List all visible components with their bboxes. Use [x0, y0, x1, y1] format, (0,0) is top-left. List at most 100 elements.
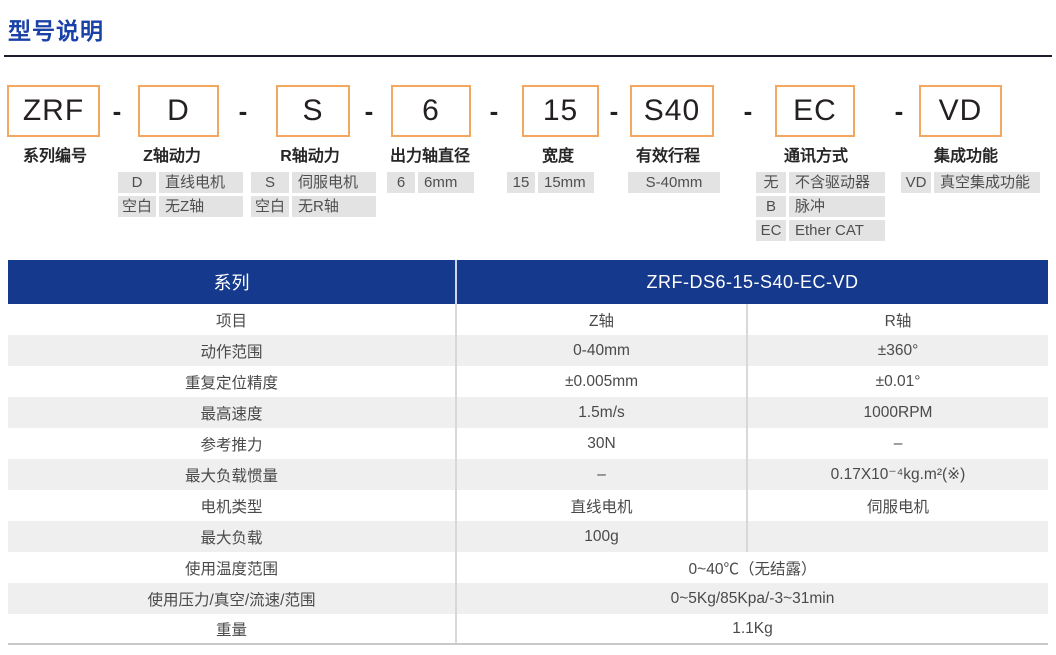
column-header-item: 项目 [8, 304, 457, 335]
table-row: 使用温度范围 0~40℃（无结露） [8, 552, 1048, 583]
code-box-width: 15 [522, 85, 599, 137]
spec-r-value [748, 521, 1048, 552]
legend-value: 真空集成功能 [934, 172, 1040, 193]
code-box-stroke: S40 [630, 85, 714, 137]
legend-row: VD 真空集成功能 [901, 172, 1040, 193]
legend-row: 6 6mm [387, 172, 474, 193]
spec-item-label: 重复定位精度 [8, 366, 457, 397]
legend-value: 15mm [538, 172, 594, 193]
model-code-diagram: ZRF - D - S - 6 - 15 - S40 - EC - VD 系列编… [0, 75, 1056, 255]
table-row: 重量 1.1Kg [8, 614, 1048, 645]
legend-row: S 伺服电机 [251, 172, 376, 193]
legend-row: S-40mm [628, 172, 720, 193]
legend-value: Ether CAT [789, 220, 885, 241]
legend-comm: 无 不含驱动器 B 脉冲 EC Ether CAT [756, 172, 885, 241]
legend-key: 空白 [118, 196, 156, 217]
page-title: 型号说明 [8, 18, 104, 44]
table-row: 最高速度 1.5m/s 1000RPM [8, 397, 1048, 428]
segment-label-stroke: 有效行程 [635, 148, 700, 165]
legend-key: 无 [756, 172, 786, 193]
spec-item-label: 使用压力/真空/流速/范围 [8, 583, 457, 614]
legend-value: 直线电机 [159, 172, 243, 193]
code-separator: - [364, 95, 374, 126]
legend-key: B [756, 196, 786, 217]
segment-label-comm: 通讯方式 [783, 148, 848, 165]
segment-label-diameter: 出力轴直径 [389, 148, 470, 165]
segment-label-z-power: Z轴动力 [143, 148, 201, 165]
spec-table: 系列 ZRF-DS6-15-S40-EC-VD 项目 Z轴 R轴 动作范围 0-… [8, 260, 1048, 645]
legend-value: 伺服电机 [292, 172, 376, 193]
spec-r-value: ±360° [877, 341, 919, 359]
spec-z-value: 100g [457, 521, 748, 552]
legend-key: D [118, 172, 156, 193]
table-row: 电机类型 直线电机 伺服电机 [8, 490, 1048, 521]
segment-label-integration: 集成功能 [933, 148, 998, 165]
spec-z-value: ±0.005mm [457, 366, 748, 397]
spec-z-value: 0-40mm [457, 335, 748, 366]
legend-row: EC Ether CAT [756, 220, 885, 241]
table-row: 使用压力/真空/流速/范围 0~5Kg/85Kpa/-3~31min [8, 583, 1048, 614]
spec-item-label: 使用温度范围 [8, 552, 457, 583]
legend-key: S [251, 172, 289, 193]
table-columns-row: 项目 Z轴 R轴 [8, 304, 1048, 335]
model-number-header-cell: ZRF-DS6-15-S40-EC-VD [646, 271, 859, 292]
table-row: 最大负载 100g [8, 521, 1048, 552]
spec-span-value: 0~40℃（无结露） [688, 560, 817, 578]
legend-key: EC [756, 220, 786, 241]
legend-value: 无Z轴 [159, 196, 243, 217]
spec-item-label: 最高速度 [8, 397, 457, 428]
legend-row: B 脉冲 [756, 196, 885, 217]
legend-key: 空白 [251, 196, 289, 217]
legend-key: 6 [387, 172, 415, 193]
code-box-r-power: S [276, 85, 350, 137]
segment-label-width: 宽度 [541, 148, 574, 165]
code-box-z-power: D [138, 85, 219, 137]
code-separator: - [238, 95, 248, 126]
legend-integration: VD 真空集成功能 [901, 172, 1040, 193]
legend-row: 空白 无R轴 [251, 196, 376, 217]
table-row: 动作范围 0-40mm ±360° [8, 335, 1048, 366]
spec-z-value: 直线电机 [457, 490, 748, 521]
code-box-comm: EC [775, 85, 855, 137]
spec-span-value: 1.1Kg [732, 619, 773, 637]
code-separator: - [609, 95, 619, 126]
segment-label-r-power: R轴动力 [280, 148, 340, 165]
legend-value: 脉冲 [789, 196, 885, 217]
column-header-z: Z轴 [457, 304, 748, 335]
legend-row: 无 不含驱动器 [756, 172, 885, 193]
title-divider [4, 55, 1052, 57]
legend-value: 6mm [418, 172, 474, 193]
spec-item-label: 电机类型 [8, 490, 457, 521]
legend-z-power: D 直线电机 空白 无Z轴 [118, 172, 243, 217]
spec-r-value: 1000RPM [863, 403, 933, 421]
legend-key: VD [901, 172, 931, 193]
segment-label-series: 系列编号 [22, 148, 87, 165]
spec-item-label: 重量 [8, 614, 457, 643]
spec-z-value: 30N [457, 428, 748, 459]
code-separator: - [743, 95, 753, 126]
code-box-diameter: 6 [391, 85, 471, 137]
legend-r-power: S 伺服电机 空白 无R轴 [251, 172, 376, 217]
spec-item-label: 参考推力 [8, 428, 457, 459]
spec-item-label: 动作范围 [8, 335, 457, 366]
table-row: 参考推力 30N – [8, 428, 1048, 459]
code-box-series: ZRF [7, 85, 100, 137]
legend-value: S-40mm [628, 172, 720, 193]
legend-key: 15 [507, 172, 535, 193]
spec-item-label: 最大负载 [8, 521, 457, 552]
column-header-r: R轴 [884, 312, 912, 330]
table-row: 最大负载惯量 – 0.17X10⁻⁴kg.m²(※) [8, 459, 1048, 490]
legend-stroke: S-40mm [628, 172, 720, 193]
code-separator: - [489, 95, 499, 126]
spec-r-value: ±0.01° [875, 372, 921, 390]
series-header-cell: 系列 [8, 260, 457, 304]
spec-span-value: 0~5Kg/85Kpa/-3~31min [670, 589, 835, 607]
legend-row: D 直线电机 [118, 172, 243, 193]
table-row: 重复定位精度 ±0.005mm ±0.01° [8, 366, 1048, 397]
spec-r-value: 0.17X10⁻⁴kg.m²(※) [830, 466, 966, 483]
spec-z-value: – [457, 459, 748, 490]
legend-value: 无R轴 [292, 196, 376, 217]
legend-width: 15 15mm [507, 172, 594, 193]
spec-r-value: 伺服电机 [866, 498, 929, 516]
